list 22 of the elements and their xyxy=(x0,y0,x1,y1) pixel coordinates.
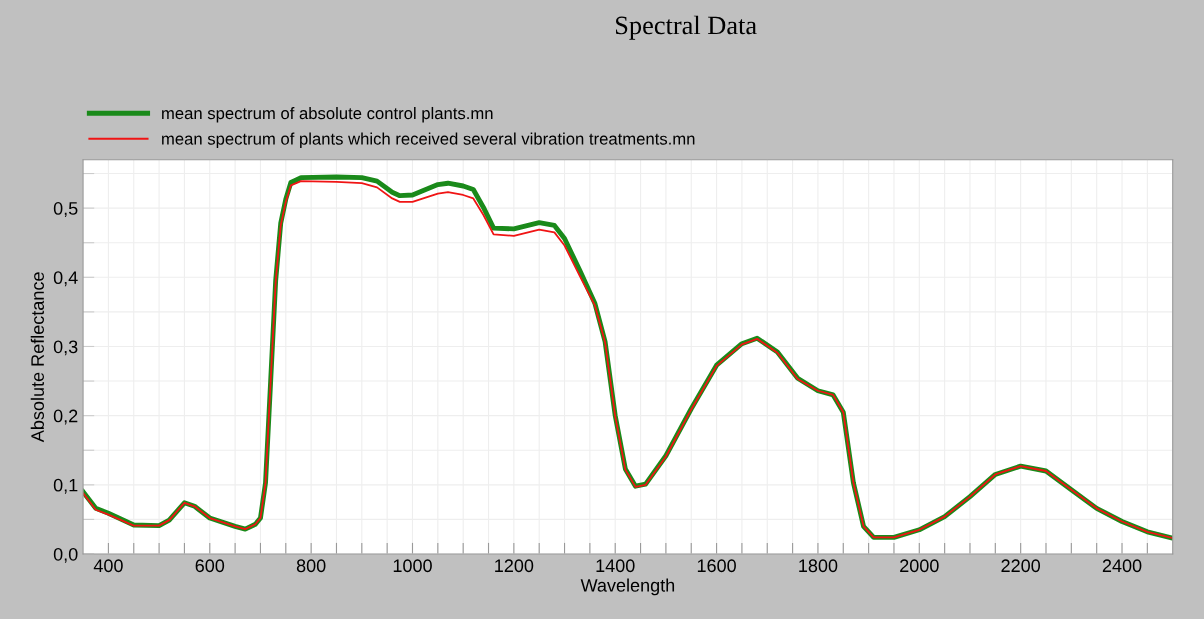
x-tick-label: 1200 xyxy=(495,559,534,573)
x-tick-label: 1800 xyxy=(799,559,838,573)
y-axis-title: Absolute Reflectance xyxy=(30,272,44,443)
x-tick-label: 2000 xyxy=(900,559,939,573)
x-tick-label: 800 xyxy=(296,559,326,573)
x-tick-label: 1400 xyxy=(596,559,635,573)
x-tick-label: 600 xyxy=(195,559,225,573)
x-axis-title: Wavelength xyxy=(580,578,675,596)
x-tick-label: 1600 xyxy=(697,559,736,573)
chart-title: Spectral Data xyxy=(616,15,757,40)
x-tick-label: 400 xyxy=(93,559,123,573)
x-tick-label: 1000 xyxy=(393,559,432,573)
y-tick-label: 0,5 xyxy=(53,202,78,217)
legend-label: mean spectrum of plants which received several vibration treatments.mn xyxy=(162,132,695,149)
y-tick-label: 0,4 xyxy=(53,271,78,287)
y-tick-label: 0,3 xyxy=(53,340,78,356)
legend-label: mean spectrum of absolute control plants.mn xyxy=(162,106,493,123)
x-tick-label: 2200 xyxy=(1001,559,1041,573)
y-tick-label: 0,1 xyxy=(53,478,78,494)
y-tick-label: 0,2 xyxy=(53,409,78,425)
y-tick-label: 0,0 xyxy=(53,547,78,563)
x-tick-label: 2400 xyxy=(1102,559,1142,573)
